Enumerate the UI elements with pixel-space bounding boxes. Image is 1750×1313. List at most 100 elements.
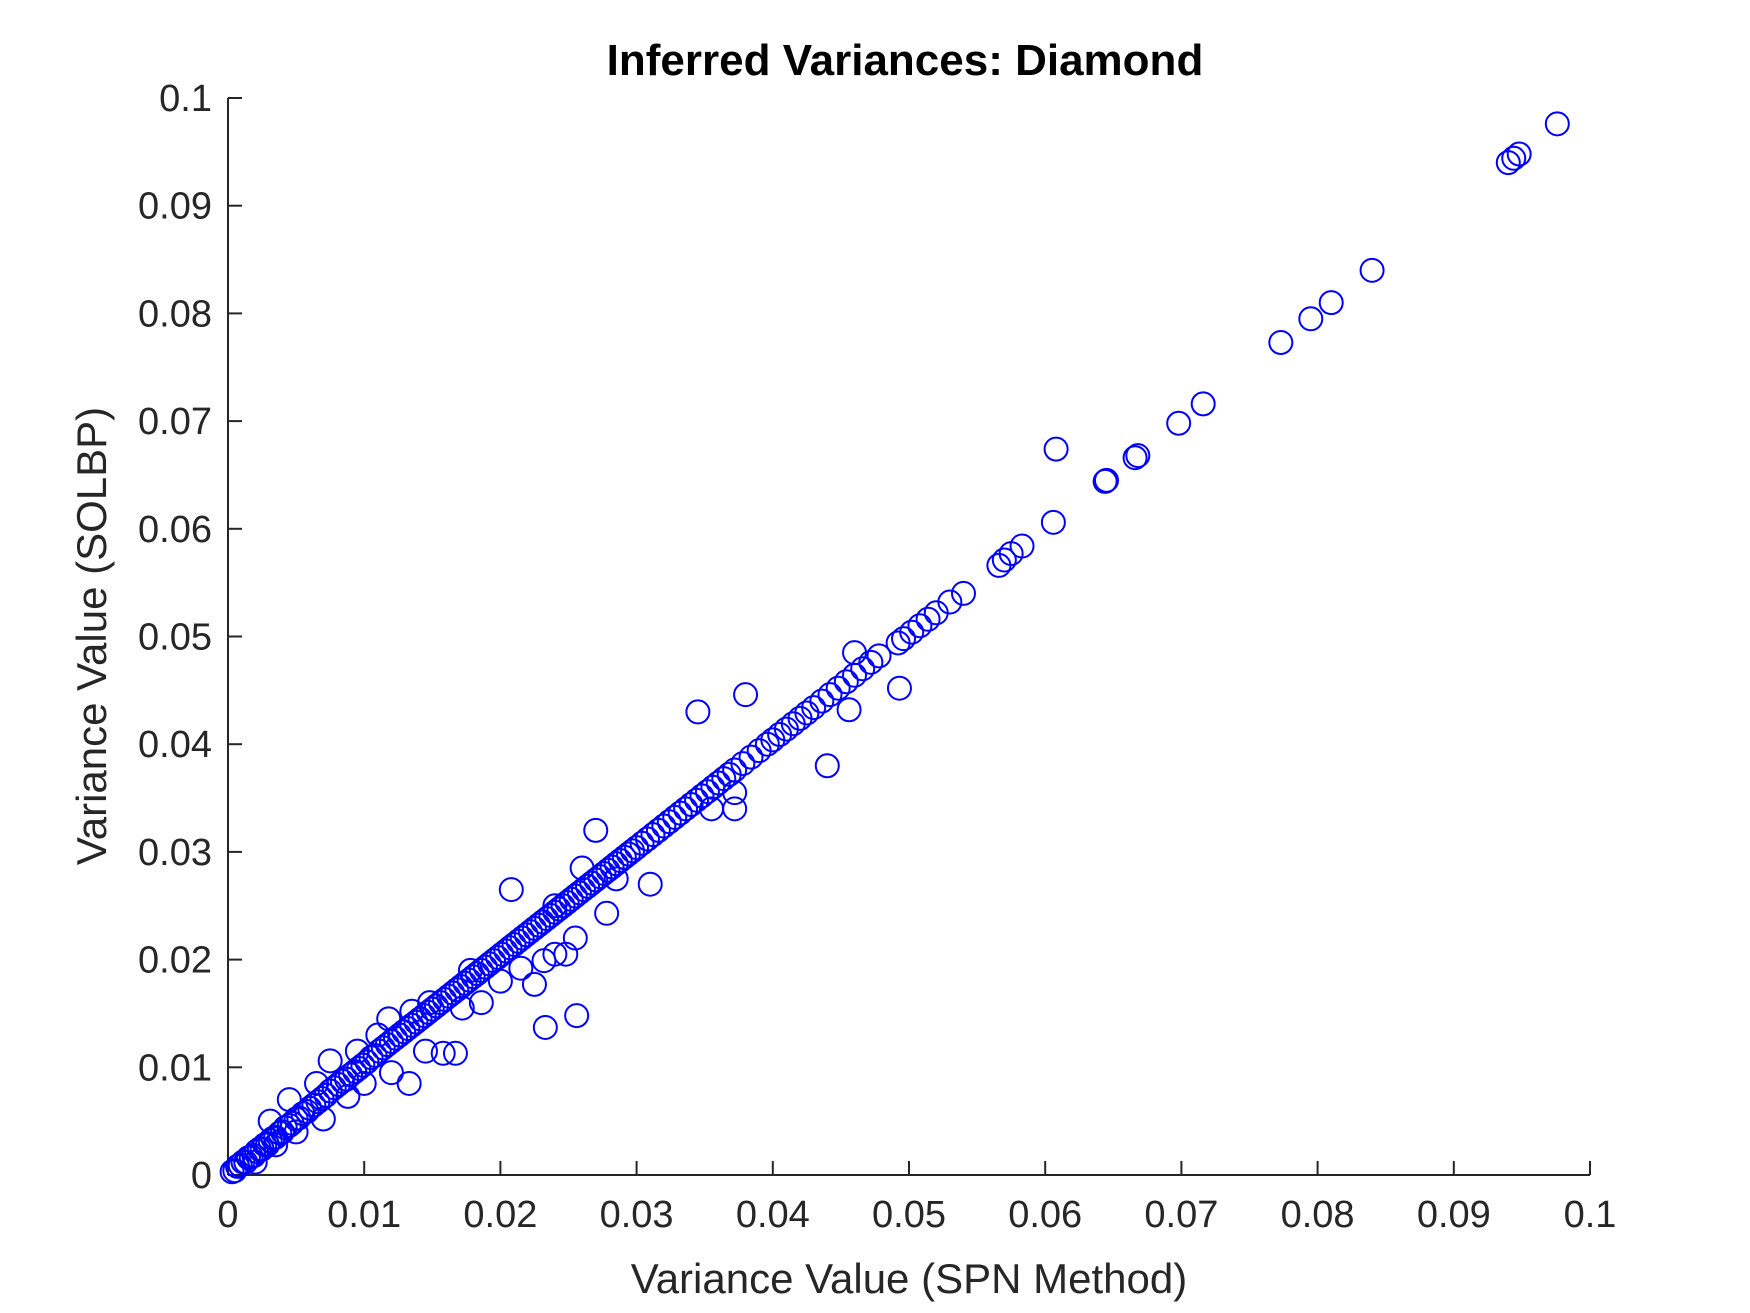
data-point [1544,111,1570,137]
y-tick-label: 0.09 [138,186,212,228]
data-point [351,1070,377,1096]
data-point [457,957,483,983]
data-point [569,855,595,881]
data-point [542,893,568,919]
y-tick-label: 0.03 [138,832,212,874]
x-tick-label: 0.02 [463,1194,537,1236]
data-point [508,955,534,981]
data-point [833,669,859,695]
y-tick-label: 0.07 [138,401,212,443]
data-point [603,866,629,892]
y-axis-ticks: 0 0.01 0.02 0.03 0.04 0.05 0.06 0.07 0.08 0.09 0.1 [138,78,242,1197]
x-tick-label: 0.1 [1564,1194,1617,1236]
data-point [430,1040,456,1066]
data-point [412,1038,438,1064]
data-point [1093,467,1119,493]
data-point [1359,257,1385,283]
data-point [521,971,547,997]
data-point [733,682,759,708]
y-tick-label: 0.02 [138,940,212,982]
data-point [1298,306,1324,332]
data-point [836,697,862,723]
y-tick-label: 0 [191,1155,212,1197]
data-point [396,1070,422,1096]
data-point [242,1149,268,1175]
data-point [276,1087,302,1113]
data-point [583,817,609,843]
data-point [310,1106,336,1132]
y-tick-label: 0.04 [138,724,212,766]
data-point [858,649,884,675]
x-tick-label: 0.06 [1008,1194,1082,1236]
data-point [738,744,764,770]
x-tick-label: 0.04 [736,1194,810,1236]
data-point [468,990,494,1016]
data-point [417,990,443,1016]
data-point [850,656,876,682]
data-point [907,613,933,639]
data-point [317,1048,343,1074]
data-point [532,1014,558,1040]
data-point [722,796,748,822]
data-point [257,1128,283,1154]
x-tick-label: 0.09 [1417,1194,1491,1236]
data-point [915,606,941,632]
data-point [376,1006,402,1032]
data-point [950,580,976,606]
data-point [730,751,756,777]
x-axis-ticks: 0 0.01 0.02 0.03 0.04 0.05 0.06 0.07 0.08 0.09 0.1 [217,1161,1616,1236]
data-point [1009,533,1035,559]
data-point [1125,443,1151,469]
data-point [899,619,925,645]
data-point [1268,329,1294,355]
y-tick-label: 0.01 [138,1047,212,1089]
data-point [498,877,524,903]
data-point [1506,141,1532,167]
data-point [542,941,568,967]
data-point [344,1038,370,1064]
data-point [842,662,868,688]
x-axis-label: Variance Value (SPN Method) [631,1255,1187,1302]
data-point [886,675,912,701]
chart-title: Inferred Variances: Diamond [607,36,1204,85]
y-tick-label: 0.1 [159,78,212,120]
data-point [1043,436,1069,462]
data-point [937,589,963,615]
data-point [801,695,827,721]
data-point [1190,391,1216,417]
data-point [1122,445,1148,471]
y-tick-label: 0.06 [138,509,212,551]
data-point [442,1040,468,1066]
data-points [219,111,1570,1185]
data-point [825,675,851,701]
data-point [449,995,475,1021]
data-point [365,1022,391,1048]
data-point [809,688,835,714]
data-point [321,1075,347,1101]
data-point [263,1132,289,1158]
data-point [1318,290,1344,316]
data-point [1166,410,1192,436]
data-point [842,640,868,666]
x-tick-label: 0.05 [872,1194,946,1236]
x-tick-label: 0.08 [1281,1194,1355,1236]
data-point [991,547,1017,573]
y-tick-label: 0.08 [138,293,212,335]
data-point [564,1003,590,1029]
x-tick-label: 0.03 [600,1194,674,1236]
data-point [685,699,711,725]
data-point [722,780,748,806]
data-point [257,1108,283,1134]
data-point [378,1060,404,1086]
plot-area: 0 0.01 0.02 0.03 0.04 0.05 0.06 0.07 0.08 0.09 0.1… [138,78,1616,1236]
y-axis-label: Variance Value (SOLBP) [68,407,115,865]
data-point [487,968,513,994]
data-point [304,1070,330,1096]
x-tick-label: 0.07 [1144,1194,1218,1236]
data-point [1501,145,1527,171]
data-point [594,900,620,926]
x-tick-label: 0.01 [327,1194,401,1236]
data-point [335,1083,361,1109]
